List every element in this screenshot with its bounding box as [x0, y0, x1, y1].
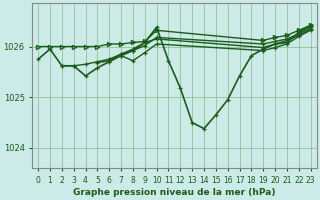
X-axis label: Graphe pression niveau de la mer (hPa): Graphe pression niveau de la mer (hPa) [73, 188, 276, 197]
